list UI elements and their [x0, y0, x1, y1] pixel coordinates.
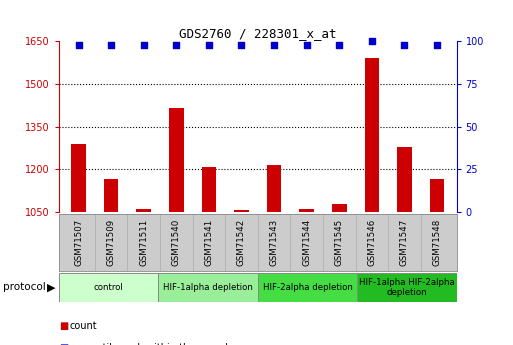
Text: protocol: protocol — [3, 282, 45, 292]
Bar — [159, 273, 258, 302]
Text: GSM71542: GSM71542 — [237, 218, 246, 266]
Bar — [202, 167, 216, 212]
Bar — [365, 58, 379, 212]
Text: GSM71511: GSM71511 — [139, 218, 148, 266]
Point — [172, 42, 181, 48]
Text: control: control — [94, 283, 124, 292]
Text: percentile rank within the sample: percentile rank within the sample — [69, 344, 234, 345]
Text: ■: ■ — [59, 321, 68, 331]
Point — [238, 42, 246, 48]
Bar — [234, 210, 249, 212]
Text: ■: ■ — [59, 344, 68, 345]
Text: HIF-1alpha HIF-2alpha
depletion: HIF-1alpha HIF-2alpha depletion — [359, 277, 455, 297]
Text: GSM71546: GSM71546 — [367, 218, 377, 266]
Text: GSM71507: GSM71507 — [74, 218, 83, 266]
Point — [335, 42, 343, 48]
Bar — [169, 108, 184, 212]
Text: GSM71541: GSM71541 — [204, 218, 213, 266]
Text: GSM71509: GSM71509 — [107, 218, 115, 266]
Text: HIF-1alpha depletion: HIF-1alpha depletion — [163, 283, 253, 292]
Bar — [104, 179, 119, 212]
Text: GSM71543: GSM71543 — [269, 218, 279, 266]
Point — [303, 42, 311, 48]
Point — [368, 39, 376, 44]
Text: ▶: ▶ — [47, 282, 56, 292]
Point — [270, 42, 278, 48]
Bar — [59, 273, 159, 302]
Bar — [397, 147, 412, 212]
Text: GSM71540: GSM71540 — [172, 218, 181, 266]
Bar — [258, 273, 357, 302]
Bar — [267, 165, 282, 212]
Text: GSM71544: GSM71544 — [302, 218, 311, 266]
Bar — [332, 204, 347, 212]
Text: HIF-2alpha depletion: HIF-2alpha depletion — [263, 283, 352, 292]
Bar — [430, 179, 444, 212]
Title: GDS2760 / 228301_x_at: GDS2760 / 228301_x_at — [179, 27, 337, 40]
Bar — [357, 273, 457, 302]
Point — [74, 42, 83, 48]
Point — [205, 42, 213, 48]
Text: GSM71547: GSM71547 — [400, 218, 409, 266]
Text: GSM71548: GSM71548 — [432, 218, 442, 266]
Point — [433, 42, 441, 48]
Point — [140, 42, 148, 48]
Bar — [299, 209, 314, 212]
Bar — [136, 209, 151, 212]
Point — [400, 42, 408, 48]
Bar — [71, 144, 86, 212]
Text: GSM71545: GSM71545 — [335, 218, 344, 266]
Text: count: count — [69, 321, 97, 331]
Point — [107, 42, 115, 48]
